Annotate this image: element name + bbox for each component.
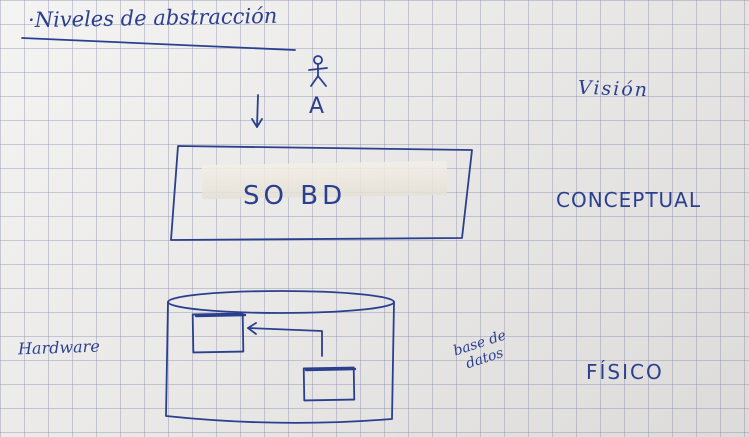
actor-label: A	[309, 94, 325, 119]
actor-stick-figure	[308, 55, 328, 87]
level-fisico: FÍSICO	[586, 360, 664, 384]
database-cylinder	[165, 290, 395, 424]
level-conceptual: CONCEPTUAL	[556, 188, 702, 212]
page-title: ·Niveles de abstracción	[27, 3, 278, 33]
inner-box-right	[302, 366, 356, 402]
level-vision: Visión	[577, 76, 650, 102]
box-label: SO BD	[243, 181, 347, 211]
transfer-arrow	[247, 322, 323, 357]
down-arrow	[251, 94, 263, 128]
hardware-label: Hardware	[17, 336, 101, 359]
title-underline	[21, 37, 296, 51]
conceptual-box	[170, 145, 473, 241]
inner-box-left	[191, 312, 245, 354]
